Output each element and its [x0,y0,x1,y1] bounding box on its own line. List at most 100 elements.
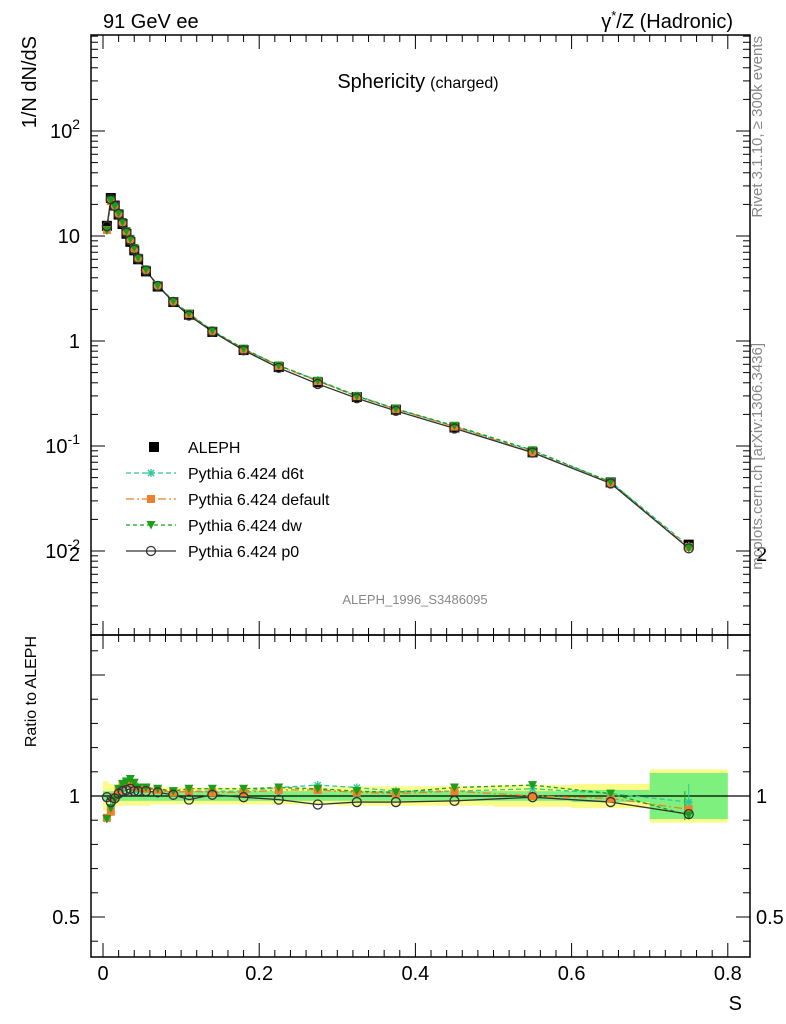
main-point-dw [153,281,163,290]
legend-marker-aleph [149,442,159,452]
main-point-p0 [683,543,694,554]
ratio-point-dw [239,784,249,794]
ratio-point-p0 [605,796,616,808]
main-point-p0 [117,217,128,229]
main-point-p0 [168,296,179,307]
legend-label: Pythia 6.424 d6t [188,466,304,483]
legend-marker-p0 [145,545,157,557]
plot-title: Sphericity (charged) [337,71,498,93]
main-point-dw [141,265,151,275]
header-right: γ*/Z (Hadronic) [601,8,733,33]
ratio-point-p0 [527,792,538,803]
ratio-point-dw [684,811,694,820]
series-markers [101,193,694,824]
ratio-point-dw [141,783,151,793]
ratio-point-dw [391,788,401,797]
main-point-p0 [113,208,124,220]
analysis-label: ALEPH_1996_S3486095 [342,592,487,607]
main-point-dw [133,253,143,263]
ratio-point-p0 [168,789,179,800]
x-tick-label: 0 [97,963,108,985]
main-point-p0 [101,221,113,232]
main-point-p0 [207,326,218,337]
ratio-point-p0 [273,794,284,805]
ratio-point-p0 [238,792,249,803]
main-point-dw [106,196,116,205]
legend-label: Pythia 6.424 p0 [188,544,299,561]
main-point-dw [684,544,694,553]
ratio-point-p0 [132,786,144,797]
legend-marker-default [147,495,155,503]
ratio-point-p0 [390,796,402,808]
ratio-point-p0 [207,789,218,800]
main-point-dw [168,297,178,306]
main-point-dw [121,227,131,236]
ratio-point-p0 [183,794,195,805]
ratio-point-default [606,794,615,803]
y-tick-label: 10 [58,226,80,248]
ratio-point-dw [449,783,459,793]
ratio-point-dw [313,784,323,794]
ratio-point-dw [168,787,178,796]
ratio-point-dw [352,787,362,796]
main-point-dw [118,217,128,227]
series-curves [106,197,690,821]
ratio-point-p0 [129,786,140,797]
main-point-dw [207,326,217,336]
main-point-dw [313,376,323,386]
ratio-point-dw [274,783,284,793]
mcplots-label: mcplots.cern.ch [arXiv:1306.3436] [749,343,766,570]
ratio-y-tick-label-right: 1 [756,786,767,808]
ratio-point-p0 [152,787,163,798]
ratio-point-dw [528,781,538,790]
ratio-y-tick-label-left: 0.5 [52,907,80,929]
main-point-p0 [605,478,616,489]
legend-marker-d6t [147,469,155,477]
main-point-p0 [527,447,538,458]
y-tick-label: 10-1 [45,431,80,458]
main-point-p0 [132,253,144,264]
x-tick-label: 0.8 [714,963,742,985]
aleph-data-point [101,220,112,231]
main-point-p0 [140,265,152,276]
x-tick-label: 0.6 [558,963,586,985]
ratio-error-bands [91,769,750,823]
main-point-p0 [449,423,460,434]
main-point-p0 [273,362,284,373]
ratio-point-p0 [140,786,152,797]
ratio-point-dw [606,789,616,799]
axis-ticks: 0 0.2 0.4 0.6 0.8 10-2 10-1 1 10 102 0.5 0.5 1 1 2 2 [45,35,784,985]
y-axis-label-main: 1/N dN/dS [19,36,41,128]
ratio-point-dw [102,814,112,824]
main-point-p0 [129,244,140,255]
ratio-point-dw [129,778,139,788]
main-point-p0 [351,393,362,404]
ratio-point-d6t [684,798,693,807]
legend-label: Pythia 6.424 dw [188,518,302,535]
ratio-point-p0 [312,799,323,810]
main-point-dw [114,209,124,218]
rivet-version-label: Rivet 3.1.10, ≥ 300k events [749,36,766,218]
ratio-point-dw [184,784,194,794]
legend-label: Pythia 6.424 default [188,492,330,509]
y-tick-label: 102 [50,116,80,143]
ratio-point-default [528,792,537,800]
x-axis-label: S [729,993,742,1015]
main-point-p0 [183,310,195,321]
y-tick-label: 1 [69,331,80,353]
main-point-p0 [152,280,163,292]
ratio-y-tick-label-right: 0.5 [756,907,784,929]
ratio-y-tick-label-left: 1 [69,786,80,808]
x-tick-label: 0.4 [401,963,429,985]
y-axis-label-ratio: Ratio to ALEPH [23,636,40,747]
ratio-point-dw [207,784,217,794]
legend-label: ALEPH [188,440,240,457]
y-tick-label: 10-2 [45,536,80,563]
ratio-point-dw [133,783,143,793]
ratio-point-dw [153,784,163,794]
ratio-point-p0 [449,795,460,806]
ratio-y-tick-label-left: 2 [69,544,80,566]
main-point-p0 [390,405,402,417]
main-point-p0 [312,378,323,390]
